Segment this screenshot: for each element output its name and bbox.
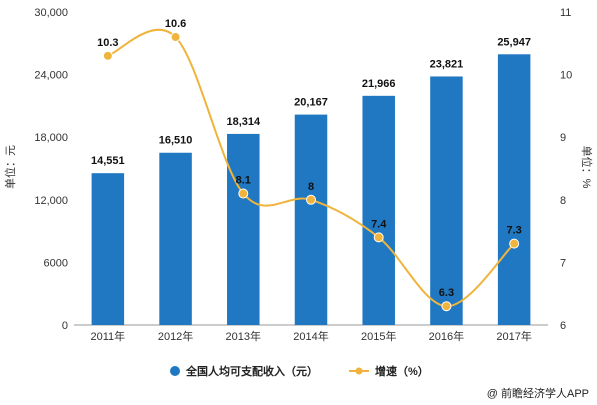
y-axis-title: 单位：元 (3, 145, 17, 189)
legend-line-label: 增速（%） (375, 364, 429, 378)
x-tick-label: 2017年 (496, 329, 531, 343)
growth-point-7 (509, 238, 520, 249)
growth-value-label: 10.3 (97, 37, 118, 49)
bar-value-label: 16,510 (159, 135, 193, 147)
growth-value-label: 8 (308, 181, 314, 193)
x-tick-label: 2016年 (429, 329, 464, 343)
legend-line-dot (355, 367, 363, 375)
y2-axis-title: 单位：% (580, 146, 594, 189)
growth-point-5 (373, 232, 384, 243)
growth-value-label: 7.4 (371, 218, 387, 230)
bar-5 (362, 95, 395, 325)
growth-value-label: 6.3 (439, 287, 454, 299)
y-tick-label: 0 (62, 320, 68, 332)
y-tick-label: 18,000 (34, 132, 68, 144)
x-tick-label: 2012年 (158, 329, 193, 343)
growth-point-1 (102, 50, 113, 61)
y-tick-label: 6000 (44, 257, 68, 269)
y2-tick-label: 7 (560, 257, 566, 269)
x-tick-label: 2011年 (91, 329, 126, 343)
legend-bar-swatch (170, 366, 180, 376)
y2-tick-label: 10 (560, 70, 572, 82)
legend: 全国人均可支配收入（元） 增速（%） (170, 364, 429, 378)
y2-tick-label: 8 (560, 195, 566, 207)
bar-value-label: 18,314 (226, 116, 261, 128)
growth-point-2 (170, 32, 181, 43)
bar-2 (159, 152, 192, 325)
y2-tick-label: 6 (560, 320, 566, 332)
bar-value-label: 20,167 (294, 97, 328, 109)
growth-point-3 (238, 188, 249, 199)
y-tick-label: 12,000 (34, 195, 68, 207)
y2-tick-label: 9 (560, 132, 566, 144)
bar-value-label: 21,966 (362, 78, 396, 90)
growth-value-label: 7.3 (506, 225, 521, 237)
y-tick-label: 24,000 (34, 70, 68, 82)
x-tick-label: 2014年 (293, 329, 328, 343)
y-tick-label: 30,000 (34, 7, 68, 19)
bar-7 (497, 54, 531, 325)
source-credit: @ 前瞻经济学人APP (486, 388, 589, 400)
y2-tick-label: 11 (560, 7, 571, 19)
x-tick-label: 2013年 (226, 329, 261, 343)
bar-1 (91, 173, 125, 325)
bar-3 (227, 133, 260, 325)
bar-value-label: 23,821 (430, 58, 464, 70)
growth-point-4 (306, 194, 316, 205)
bar-4 (294, 114, 328, 325)
growth-value-label: 10.6 (165, 18, 186, 30)
growth-point-6 (441, 301, 452, 312)
bar-value-label: 25,947 (497, 36, 531, 48)
growth-value-label: 8.1 (236, 175, 251, 187)
x-tick-label: 2015年 (361, 329, 396, 343)
bar-6 (430, 76, 463, 326)
bar-value-label: 14,551 (91, 155, 125, 167)
legend-bar-label: 全国人均可支配收入（元） (185, 364, 318, 378)
